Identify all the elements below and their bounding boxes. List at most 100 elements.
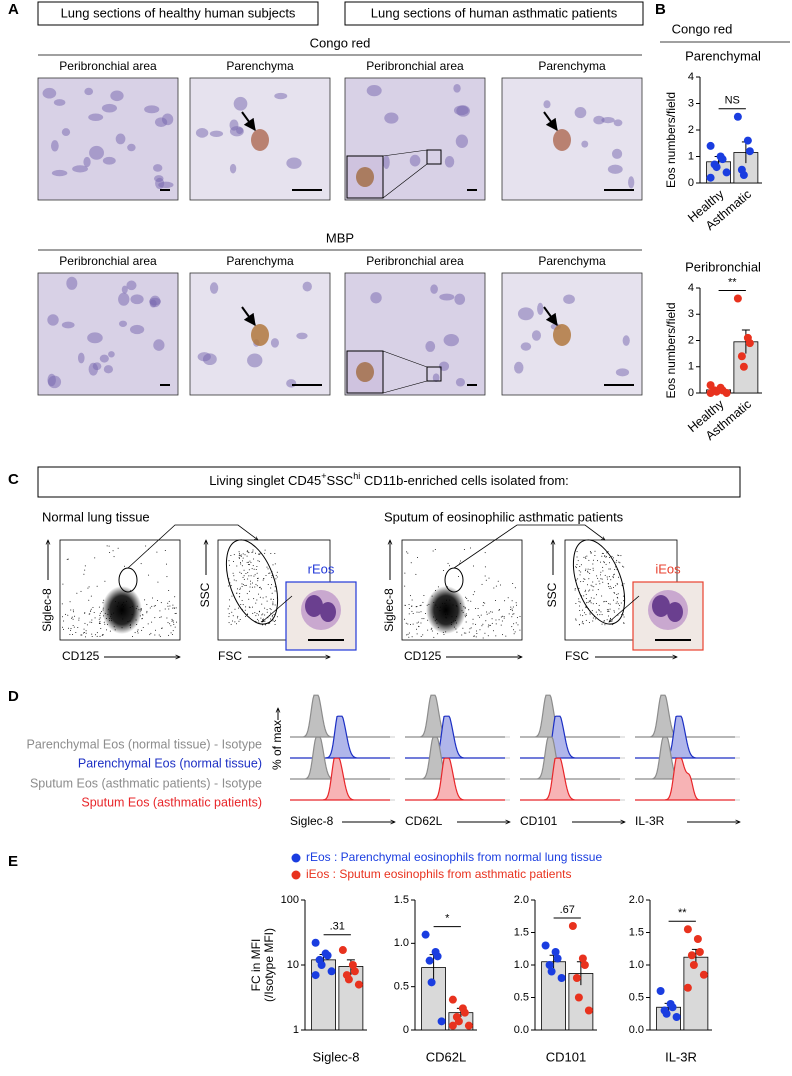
event-dot: [169, 605, 171, 607]
event-dot: [266, 609, 268, 611]
event-dot: [584, 556, 586, 558]
event-dot: [90, 608, 92, 610]
cell-nucleus: [274, 92, 288, 100]
event-dot: [515, 622, 517, 624]
cell-nucleus: [110, 90, 124, 102]
y-tick-label: 1.0: [629, 959, 644, 971]
event-dot: [251, 551, 253, 553]
event-dot: [94, 557, 96, 559]
y-tick-label: 1.0: [514, 959, 529, 971]
event-dot: [228, 622, 230, 624]
event-dot: [575, 579, 577, 581]
event-dot: [601, 595, 603, 597]
event-dot: [574, 589, 576, 591]
event-dot: [587, 568, 589, 570]
event-dot: [231, 595, 233, 597]
event-dot: [622, 614, 624, 616]
group-header: Lung sections of human asthmatic patient…: [371, 5, 618, 20]
event-dot: [175, 607, 177, 609]
legend-dot: [291, 853, 301, 863]
cell-nucleus: [99, 354, 109, 363]
event-dot: [407, 633, 409, 635]
eosinophil: [553, 324, 571, 346]
event-dot: [247, 578, 249, 580]
event-dot: [241, 585, 243, 587]
data-point: [712, 387, 721, 396]
event-dot: [173, 623, 175, 625]
event-dot: [255, 583, 257, 585]
event-dot: [590, 552, 592, 554]
data-point: [656, 987, 665, 995]
event-dot: [411, 605, 413, 607]
y-tick-label: 3: [688, 97, 694, 109]
event-dot: [578, 570, 580, 572]
event-dot: [245, 573, 247, 575]
event-dot: [427, 629, 429, 631]
event-dot: [108, 545, 110, 547]
event-dot: [592, 559, 594, 561]
data-point: [745, 339, 754, 348]
event-dot: [495, 623, 497, 625]
cell-nucleus: [66, 276, 78, 290]
event-dot: [589, 572, 591, 574]
event-dot: [231, 611, 233, 613]
event-dot: [408, 613, 410, 615]
event-dot: [519, 616, 521, 618]
event-dot: [84, 612, 86, 614]
event-dot: [598, 610, 600, 612]
event-dot: [256, 585, 258, 587]
event-dot: [239, 593, 241, 595]
header-part: Living singlet CD45: [209, 473, 321, 488]
event-dot: [174, 626, 176, 628]
event-dot: [469, 628, 471, 630]
event-dot: [72, 611, 74, 613]
data-point: [699, 970, 708, 979]
cell-nucleus: [197, 352, 211, 362]
event-dot: [99, 617, 101, 619]
data-point: [541, 941, 550, 950]
event-dot: [243, 569, 245, 571]
event-dot: [67, 614, 69, 616]
event-dot: [238, 551, 240, 553]
event-dot: [510, 609, 512, 611]
event-dot: [412, 623, 414, 625]
image-title: Peribronchial area: [366, 254, 464, 268]
event-dot: [423, 594, 425, 596]
histogram: [405, 715, 505, 759]
event-dot: [476, 630, 478, 632]
data-point: [311, 971, 320, 980]
event-dot: [61, 616, 63, 618]
event-dot: [72, 633, 74, 635]
event-dot: [272, 564, 274, 566]
axis-label: Siglec-8: [382, 588, 396, 632]
event-dot: [101, 634, 103, 636]
event-dot: [258, 610, 260, 612]
event-dot: [274, 590, 276, 592]
data-point: [460, 1008, 469, 1017]
plot-frame: [401, 539, 523, 641]
event-dot: [587, 601, 589, 603]
event-dot: [253, 598, 255, 600]
event-dot: [585, 602, 587, 604]
event-dot: [605, 563, 607, 565]
event-dot: [248, 552, 250, 554]
histogram: [520, 715, 620, 759]
event-dot: [416, 633, 418, 635]
cell-nucleus: [453, 83, 461, 93]
data-point: [737, 352, 746, 361]
event-dot: [104, 580, 106, 582]
event-dot: [407, 552, 409, 554]
event-dot: [623, 600, 625, 602]
data-point: [578, 954, 587, 963]
eosinophil: [251, 129, 269, 151]
event-dot: [582, 615, 584, 617]
event-dot: [516, 617, 518, 619]
event-dot: [252, 565, 254, 567]
event-dot: [499, 584, 501, 586]
data-point: [722, 168, 731, 177]
event-dot: [272, 620, 274, 622]
event-dot: [513, 629, 515, 631]
cell-nucleus: [425, 341, 436, 352]
event-dot: [164, 549, 166, 551]
gate-link: [453, 524, 605, 569]
